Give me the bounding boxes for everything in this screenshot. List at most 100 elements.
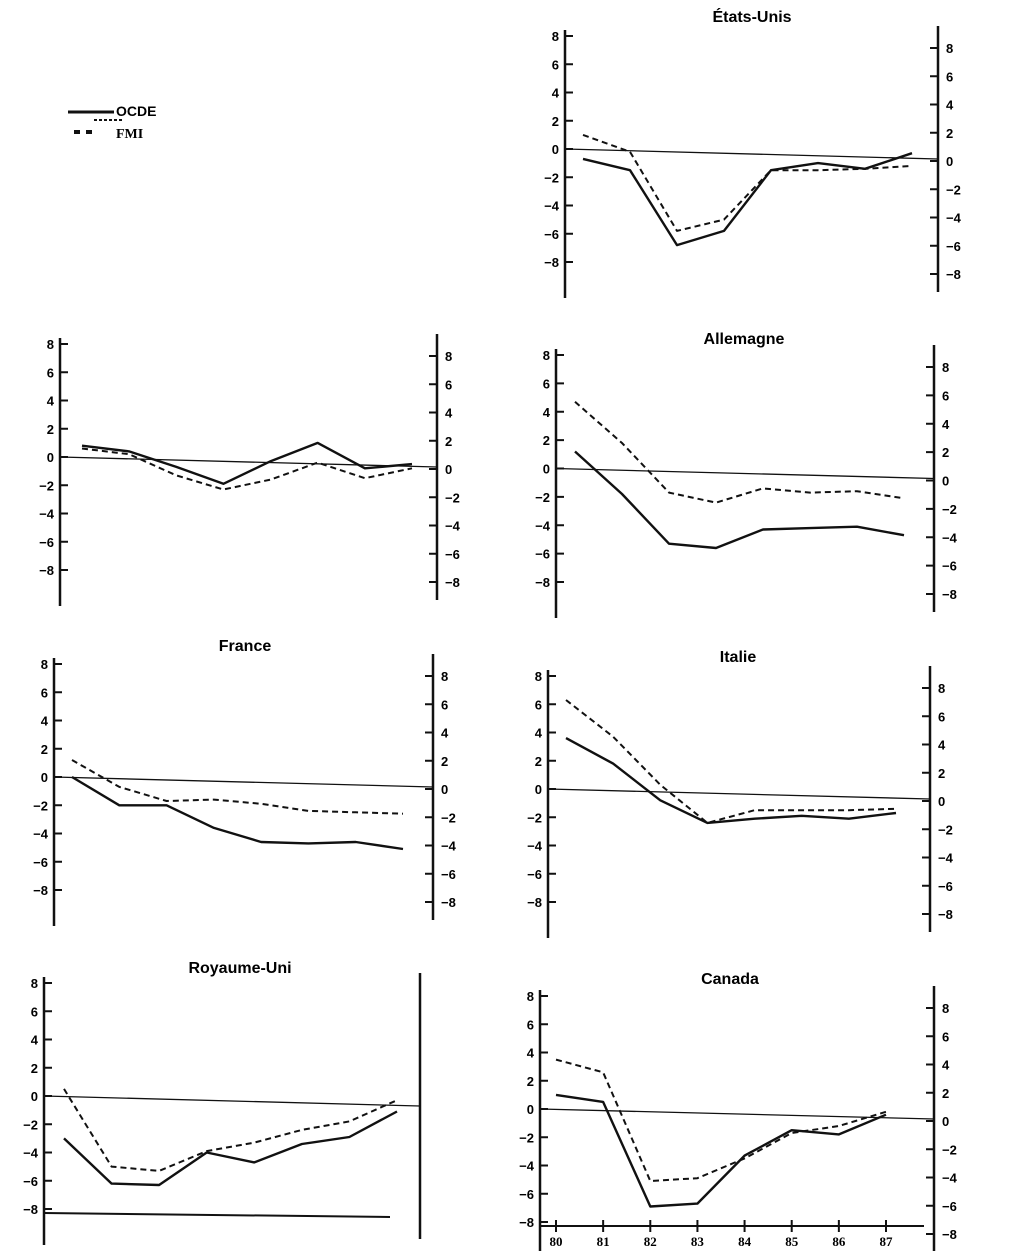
left-tick-label: 6 bbox=[41, 685, 48, 700]
right-tick-label: 4 bbox=[938, 738, 946, 753]
right-tick-label: 6 bbox=[938, 709, 945, 724]
series-line-oecd bbox=[574, 450, 905, 550]
left-tick-label: −6 bbox=[39, 535, 54, 550]
series-line-oecd bbox=[555, 1093, 887, 1208]
left-tick-label: 0 bbox=[527, 1102, 534, 1117]
zero-line bbox=[539, 1108, 935, 1120]
series-line-oecd bbox=[81, 441, 413, 485]
right-tick-label: −6 bbox=[445, 547, 460, 562]
right-tick-label: 2 bbox=[942, 445, 949, 460]
right-tick-label: 0 bbox=[441, 782, 448, 797]
panel-title: États-Unis bbox=[712, 7, 791, 26]
left-tick-label: 4 bbox=[31, 1033, 39, 1048]
zero-line bbox=[53, 776, 434, 788]
series-line-imf bbox=[582, 133, 913, 232]
left-tick-label: −4 bbox=[535, 518, 551, 533]
left-tick-label: 8 bbox=[535, 669, 542, 684]
left-tick-label: −4 bbox=[23, 1146, 39, 1161]
left-tick-label: 2 bbox=[527, 1074, 534, 1089]
right-tick-label: 4 bbox=[445, 406, 453, 421]
left-tick-label: −6 bbox=[527, 867, 542, 882]
right-tick-label: −4 bbox=[942, 530, 958, 545]
panel-4: France 8 8 6 6 4 4 2 2 0 0 −2 −2 −4 −4 −6 −6 −8 −8 bbox=[33, 638, 457, 926]
left-tick-label: −4 bbox=[527, 839, 543, 854]
x-tick-label: 87 bbox=[880, 1234, 894, 1249]
right-tick-label: 6 bbox=[445, 377, 452, 392]
zero-line bbox=[564, 148, 939, 160]
left-tick-label: −6 bbox=[519, 1187, 534, 1202]
left-tick-label: −6 bbox=[535, 547, 550, 562]
right-tick-label: 0 bbox=[938, 794, 945, 809]
right-tick-label: −2 bbox=[946, 182, 961, 197]
left-tick-label: 2 bbox=[31, 1061, 38, 1076]
right-tick-label: −6 bbox=[938, 879, 953, 894]
left-tick-label: 2 bbox=[535, 754, 542, 769]
panel-1: États-Unis 8 8 6 6 4 4 2 2 0 0 −2 −2 −4 −4 −6 −6 −8 −8 bbox=[544, 7, 962, 298]
right-tick-label: 2 bbox=[445, 434, 452, 449]
series-line-oecd bbox=[582, 152, 913, 247]
legend-label-imf: FMI bbox=[116, 127, 143, 142]
x-tick-label: 85 bbox=[785, 1234, 799, 1249]
right-tick-label: 8 bbox=[942, 360, 949, 375]
left-tick-label: −4 bbox=[39, 507, 55, 522]
right-tick-label: 4 bbox=[942, 417, 950, 432]
right-tick-label: −6 bbox=[441, 867, 456, 882]
right-tick-label: −2 bbox=[441, 810, 456, 825]
series-line-oecd bbox=[71, 775, 404, 851]
zero-line bbox=[555, 467, 935, 480]
left-tick-label: 4 bbox=[543, 405, 551, 420]
left-tick-label: −6 bbox=[544, 227, 559, 242]
left-tick-label: −2 bbox=[39, 478, 54, 493]
left-tick-label: −8 bbox=[527, 895, 542, 910]
left-tick-label: 2 bbox=[543, 433, 550, 448]
left-tick-label: 4 bbox=[535, 726, 543, 741]
series-line-imf bbox=[63, 1088, 398, 1172]
left-tick-label: 8 bbox=[543, 348, 550, 363]
right-tick-label: −2 bbox=[942, 1142, 957, 1157]
left-tick-label: 6 bbox=[543, 376, 550, 391]
panel-title: Italie bbox=[720, 649, 757, 666]
right-tick-label: −4 bbox=[942, 1171, 958, 1186]
right-tick-label: −2 bbox=[938, 822, 953, 837]
right-tick-label: 2 bbox=[441, 754, 448, 769]
right-tick-label: 6 bbox=[942, 1029, 949, 1044]
legend: OCDE FMI bbox=[68, 103, 156, 142]
series-line-oecd bbox=[565, 737, 897, 825]
right-tick-label: 0 bbox=[445, 462, 452, 477]
series-line-imf bbox=[81, 447, 413, 491]
series-line-oecd bbox=[63, 1110, 398, 1187]
left-tick-label: 2 bbox=[41, 742, 48, 757]
panel-5: Italie 8 8 6 6 4 4 2 2 0 0 −2 −2 −4 −4 −6 −6 −8 −8 bbox=[527, 649, 954, 938]
right-tick-label: −4 bbox=[946, 211, 962, 226]
right-tick-label: 6 bbox=[441, 697, 448, 712]
left-tick-label: −8 bbox=[535, 575, 550, 590]
left-tick-label: 8 bbox=[41, 657, 48, 672]
left-tick-label: −4 bbox=[519, 1159, 535, 1174]
left-tick-label: 4 bbox=[552, 86, 560, 101]
series-line-imf bbox=[71, 759, 404, 815]
right-tick-label: −4 bbox=[938, 851, 954, 866]
left-tick-label: 6 bbox=[552, 57, 559, 72]
left-tick-label: 6 bbox=[47, 365, 54, 380]
left-tick-label: 2 bbox=[552, 114, 559, 129]
left-tick-label: −8 bbox=[33, 883, 48, 898]
left-tick-label: −2 bbox=[535, 490, 550, 505]
legend-label-oecd: OCDE bbox=[116, 103, 156, 119]
x-tick-label: 83 bbox=[691, 1234, 705, 1249]
series-line-imf bbox=[555, 1058, 887, 1182]
right-tick-label: 6 bbox=[946, 69, 953, 84]
left-tick-label: −2 bbox=[544, 170, 559, 185]
left-tick-label: 0 bbox=[41, 770, 48, 785]
x-axis bbox=[43, 1212, 391, 1218]
chart-panels: États-Unis 8 8 6 6 4 4 2 2 0 0 −2 −2 −4 −4 −6 −6 −8 −8 8 8 6 6… bbox=[23, 7, 962, 1251]
zero-line bbox=[59, 456, 438, 468]
x-tick-label: 81 bbox=[597, 1234, 610, 1249]
left-tick-label: −2 bbox=[23, 1117, 38, 1132]
x-tick-label: 82 bbox=[644, 1234, 657, 1249]
right-tick-label: 6 bbox=[942, 388, 949, 403]
right-tick-label: −4 bbox=[441, 839, 457, 854]
right-tick-label: 4 bbox=[946, 98, 954, 113]
left-tick-label: −4 bbox=[544, 199, 560, 214]
